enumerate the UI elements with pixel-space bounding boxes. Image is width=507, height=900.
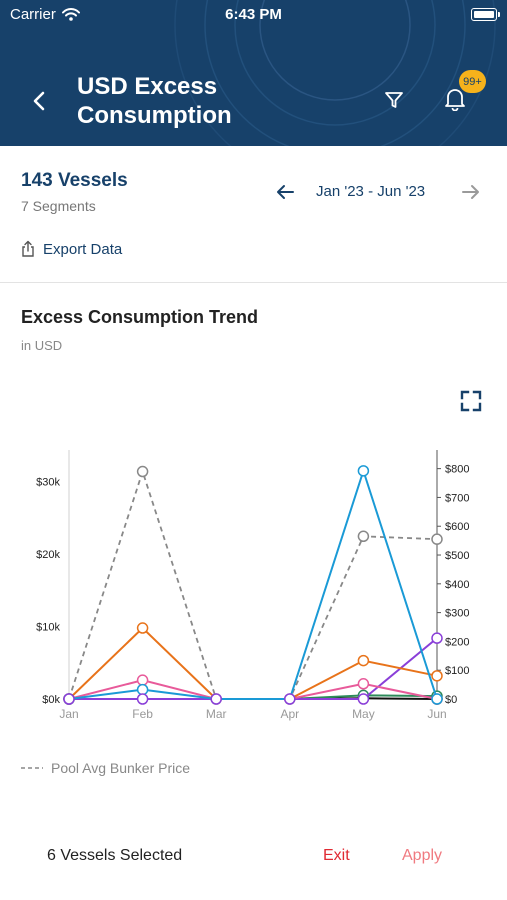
x-tick-label: Feb [132, 707, 153, 721]
export-data-label: Export Data [43, 240, 123, 258]
notifications-button[interactable] [440, 84, 470, 114]
arrow-right-icon [462, 185, 479, 199]
page-title-line1: USD Excess [77, 73, 218, 100]
x-tick-label: Jan [59, 707, 78, 721]
series-point [431, 693, 443, 705]
page-title: USD Excess Consumption [77, 72, 337, 130]
export-data-button[interactable]: Export Data [21, 240, 122, 258]
series-line [69, 637, 438, 700]
previous-period-button[interactable] [272, 179, 298, 205]
y-right-tick-label: $600 [445, 521, 469, 533]
baseline-point [357, 693, 370, 705]
y-right-tick-label: $300 [445, 608, 469, 620]
chart-subtitle: in USD [21, 338, 63, 353]
reference-point [357, 530, 370, 543]
bell-icon [445, 89, 465, 111]
series-point [136, 674, 149, 686]
filter-button[interactable] [380, 86, 408, 114]
excess-consumption-chart: $0k $10k $20k $30k $0 $100 $200 $300 $400 $500 $60… [36, 450, 469, 721]
reference-point [431, 533, 443, 545]
baseline-point [210, 693, 222, 705]
y-left-tick-label: $30k [36, 477, 60, 489]
filter-icon [385, 92, 403, 108]
notification-badge: 99+ [459, 70, 486, 93]
series-point [357, 654, 370, 667]
next-period-button[interactable] [458, 179, 484, 205]
chart-legend: Pool Avg Bunker Price [21, 760, 190, 776]
legend-label: Pool Avg Bunker Price [51, 760, 191, 776]
y-right-tick-label: $200 [445, 636, 469, 648]
vessel-count: 143 Vessels [21, 170, 128, 191]
series-point [431, 670, 443, 682]
battery-icon [471, 8, 500, 21]
series-point [357, 465, 370, 477]
app-header: Carrier 6:43 PM USD Excess Consumption [0, 0, 507, 146]
baseline-point [63, 693, 75, 705]
share-icon [22, 240, 34, 257]
x-tick-label: Apr [280, 707, 299, 721]
chevron-left-icon [33, 91, 45, 111]
series-point [136, 683, 149, 696]
page-title-line2: Consumption [77, 102, 232, 129]
header-background-pattern [174, 0, 496, 146]
y-left-tick-label: $10k [36, 622, 60, 634]
status-bar: Carrier 6:43 PM [0, 0, 507, 30]
baseline-point [284, 693, 296, 705]
series-point [136, 622, 149, 634]
apply-button[interactable]: Apply [402, 847, 443, 864]
carrier-label: Carrier [10, 6, 56, 23]
wifi-icon [61, 8, 80, 21]
vessels-selected-label: 6 Vessels Selected [47, 847, 183, 864]
status-time: 6:43 PM [225, 6, 282, 23]
carrier-group: Carrier [10, 6, 80, 23]
y-right-tick-label: $500 [445, 550, 469, 562]
y-right-tick-label: $700 [445, 492, 469, 504]
x-tick-label: Jun [427, 707, 446, 721]
y-left-tick-label: $20k [36, 549, 60, 561]
y-right-tick-label: $0 [445, 694, 457, 706]
exit-button[interactable]: Exit [323, 847, 350, 864]
date-range-label[interactable]: Jan '23 - Jun '23 [316, 183, 426, 200]
series-point [431, 632, 443, 644]
y-right-tick-label: $400 [445, 579, 469, 591]
summary-panel: 143 Vessels 7 Segments Jan '23 - Jun '23… [0, 146, 507, 283]
expand-icon[interactable] [460, 390, 482, 412]
baseline-point [136, 693, 149, 705]
arrow-left-icon [277, 185, 294, 199]
back-button[interactable] [24, 86, 54, 116]
segment-count: 7 Segments [21, 198, 96, 214]
dashed-line-icon [21, 767, 43, 769]
chart-title: Excess Consumption Trend [21, 307, 259, 327]
series-point [357, 678, 370, 690]
x-tick-label: May [352, 707, 375, 721]
series-line [68, 467, 438, 700]
y-right-tick-label: $800 [445, 464, 469, 476]
y-right-tick-label: $100 [445, 665, 469, 677]
x-tick-label: Mar [206, 707, 227, 721]
y-left-tick-label: $0k [42, 694, 60, 706]
reference-point [136, 465, 149, 478]
